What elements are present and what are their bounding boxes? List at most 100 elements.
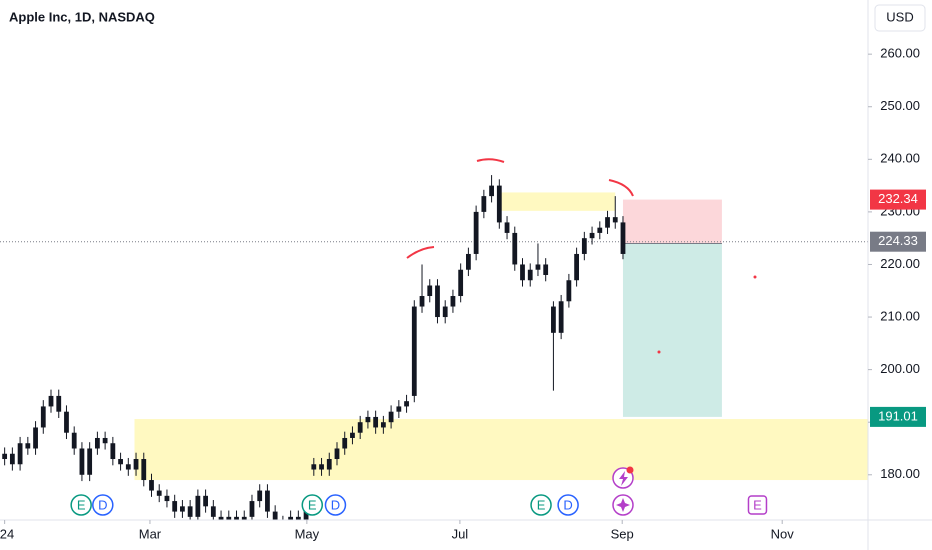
x-tick-label: May xyxy=(295,526,320,541)
last-price-label-box xyxy=(870,231,926,252)
candle-body xyxy=(48,395,54,407)
candle-body xyxy=(373,416,379,428)
candle-body xyxy=(473,211,479,254)
target-price-label: 191.01 xyxy=(878,408,918,423)
last-price-label: 224.33 xyxy=(878,233,918,248)
event-label: D xyxy=(331,497,340,512)
candle-body xyxy=(295,516,301,520)
event-icon[interactable] xyxy=(70,494,92,516)
candle-body xyxy=(102,437,108,444)
candle-body xyxy=(380,422,386,428)
candle-body xyxy=(427,285,433,297)
candle-body xyxy=(566,280,572,302)
event-icon[interactable] xyxy=(301,494,324,516)
candle-body xyxy=(350,432,355,438)
stop-price-label-box xyxy=(870,189,926,210)
candle-body xyxy=(404,401,409,407)
candle-body xyxy=(249,501,255,517)
candle-body xyxy=(210,506,216,517)
event-icon[interactable] xyxy=(557,494,579,516)
candle-body xyxy=(180,506,185,512)
candle-body xyxy=(141,459,147,481)
candle-body xyxy=(40,406,46,428)
x-tick-label: Jul xyxy=(452,526,469,541)
candle-body xyxy=(342,437,348,449)
event-label: E xyxy=(753,497,762,512)
candle-body xyxy=(56,395,62,412)
candle-body xyxy=(118,459,123,465)
news-icon-glyph xyxy=(619,471,628,486)
candle-body xyxy=(319,464,324,470)
candle-body xyxy=(234,516,239,520)
y-tick-label: 250.00 xyxy=(880,98,920,113)
candle-body xyxy=(156,490,162,496)
candle-body xyxy=(520,264,525,281)
candle-body xyxy=(79,448,85,475)
candle-body xyxy=(442,306,448,318)
candle-body xyxy=(272,511,278,520)
candle-body xyxy=(2,453,8,460)
candle-body xyxy=(605,217,610,228)
event-label: E xyxy=(77,497,86,512)
candle-body xyxy=(218,516,224,520)
event-icon[interactable] xyxy=(530,494,552,516)
candle-body xyxy=(133,459,139,470)
candle-body xyxy=(365,416,371,423)
candle-body xyxy=(527,269,533,281)
y-tick-label: 200.00 xyxy=(880,361,920,376)
candle-body xyxy=(357,422,363,433)
news-badge xyxy=(626,466,634,474)
candle-body xyxy=(110,443,116,460)
plot-area xyxy=(0,175,868,520)
y-tick-label: 210.00 xyxy=(880,308,920,323)
event-icon[interactable] xyxy=(92,494,114,516)
candle-body xyxy=(311,464,317,470)
candle-body xyxy=(543,264,549,275)
x-tick-label: Sep xyxy=(611,526,634,541)
zone xyxy=(134,419,868,481)
candle-body xyxy=(172,501,178,512)
candle-body xyxy=(149,480,154,491)
candle-body xyxy=(203,495,208,507)
zone xyxy=(496,192,616,211)
event-icon[interactable] xyxy=(747,495,768,515)
candle-body xyxy=(620,222,626,254)
annotation-arc xyxy=(476,158,505,163)
candle-body xyxy=(164,495,170,502)
candle-body xyxy=(187,506,193,517)
event-label: D xyxy=(98,497,107,512)
candle-body xyxy=(226,516,232,520)
x-tick-label: Nov xyxy=(771,526,795,541)
stop-price-label: 232.34 xyxy=(878,191,918,206)
target-price-label-box xyxy=(870,406,926,427)
x-tick-label: 24 xyxy=(0,526,14,541)
candle-body xyxy=(512,232,518,265)
candle-body xyxy=(504,222,510,233)
candle-body xyxy=(396,406,402,412)
candle-body xyxy=(465,253,471,270)
x-tick-label: Mar xyxy=(139,526,162,541)
event-label: E xyxy=(537,497,546,512)
candle-body xyxy=(612,217,618,223)
annotation-dot xyxy=(657,350,661,354)
candle-body xyxy=(265,490,270,512)
candle-body xyxy=(589,232,595,239)
candle-body xyxy=(581,238,587,254)
event-icon[interactable] xyxy=(324,494,347,516)
candle-body xyxy=(597,227,603,233)
candle-body xyxy=(64,411,69,433)
annotation-arc xyxy=(406,246,435,259)
candle-body xyxy=(535,264,541,270)
candle-body xyxy=(87,448,93,475)
candle-body xyxy=(574,253,580,281)
currency-button[interactable] xyxy=(874,4,926,32)
y-tick-label: 220.00 xyxy=(880,256,920,271)
target-zone xyxy=(622,243,722,417)
candle-body xyxy=(17,443,23,465)
candle-body xyxy=(71,432,77,449)
candle-body xyxy=(288,516,294,520)
annotation-arc xyxy=(608,179,634,197)
ideas-icon-glyph xyxy=(616,498,630,512)
